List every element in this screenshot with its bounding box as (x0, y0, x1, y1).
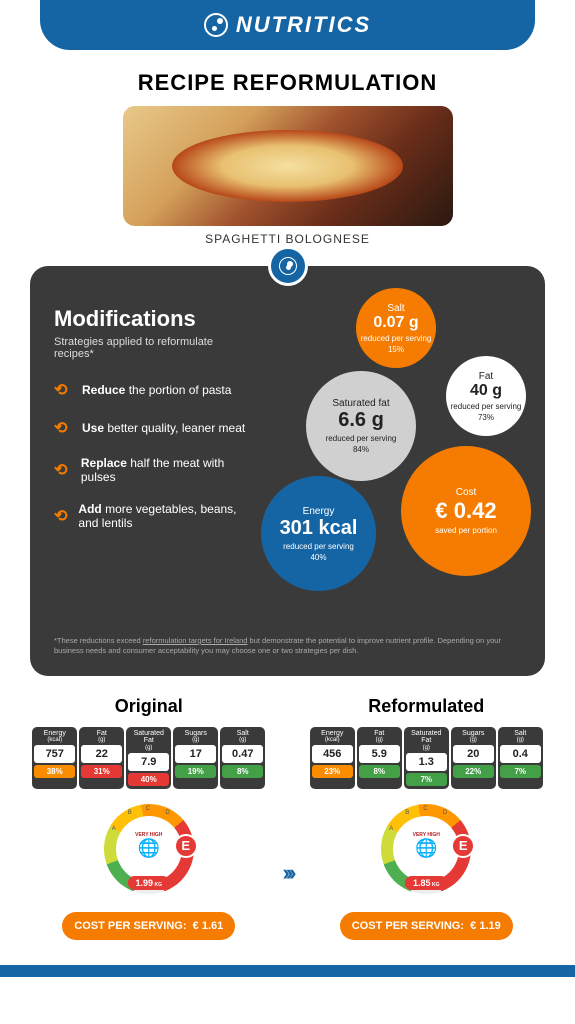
panel-badge (268, 246, 308, 286)
arrows-icon: ››› (283, 860, 293, 886)
original-cost-pill: COST PER SERVING: € 1.61 (62, 912, 235, 940)
original-nutrient-row: Energy(kcal)75738%Fat(g)2231%Saturated F… (25, 727, 273, 789)
comparison-section: Original Energy(kcal)75738%Fat(g)2231%Sa… (25, 696, 550, 940)
original-gauge: ABCD VERY HIGH 🌐 E 1.99 KG (104, 804, 194, 894)
nutrient-card: Salt(g)0.478% (220, 727, 265, 789)
globe-icon: 🌐 (415, 838, 437, 859)
bubble-salt: Salt 0.07 g reduced per serving 15% (356, 288, 436, 368)
nutrient-card: Salt(g)0.47% (498, 727, 543, 789)
nutrient-card: Saturated Fat(g)7.940% (126, 727, 171, 789)
dish-name: SPAGHETTI BOLOGNESE (0, 232, 575, 246)
footnote: *These reductions exceed reformulation t… (54, 636, 521, 656)
modifications-subtitle: Strategies applied to reformulate recipe… (54, 336, 251, 360)
nutrient-card: Energy(kcal)75738% (32, 727, 77, 789)
modification-item: ⟲Reduce the portion of pasta (54, 380, 251, 400)
reformulated-nutrient-row: Energy(kcal)45623%Fat(g)5.98%Saturated F… (303, 727, 551, 789)
bubble-fat: Fat 40 g reduced per serving 73% (446, 356, 526, 436)
bubble-cost: Cost € 0.42 saved per portion (401, 446, 531, 576)
gauge-score: 1.85 KG (405, 876, 447, 890)
reformulated-column: Reformulated Energy(kcal)45623%Fat(g)5.9… (303, 696, 551, 940)
refresh-icon: ⟲ (54, 380, 72, 400)
brand-name: NUTRITICS (236, 12, 371, 38)
original-column: Original Energy(kcal)75738%Fat(g)2231%Sa… (25, 696, 273, 940)
refresh-icon: ⟲ (54, 418, 72, 438)
nutrient-card: Sugars(g)2022% (451, 727, 496, 789)
modification-item: ⟲Add more vegetables, beans, and lentils (54, 502, 251, 530)
gauge-letter: E (451, 834, 475, 858)
dish-image (123, 106, 453, 226)
refresh-icon: ⟲ (54, 460, 71, 480)
nutrient-card: Fat(g)5.98% (357, 727, 402, 789)
modification-item: ⟲Use better quality, leaner meat (54, 418, 251, 438)
nutrient-card: Fat(g)2231% (79, 727, 124, 789)
footer-bar (0, 965, 575, 977)
bubble-energy: Energy 301 kcal reduced per serving 40% (261, 476, 376, 591)
gauge-letter: E (174, 834, 198, 858)
bubbles-cluster: Salt 0.07 g reduced per serving 15% Satu… (261, 306, 521, 606)
brand-logo-icon (204, 13, 228, 37)
refresh-icon: ⟲ (54, 506, 68, 526)
nutrient-card: Saturated Fat(g)1.37% (404, 727, 449, 789)
reformulated-title: Reformulated (303, 696, 551, 717)
globe-icon: 🌐 (138, 838, 160, 859)
nutrient-card: Energy(kcal)45623% (310, 727, 355, 789)
reformulated-cost-pill: COST PER SERVING: € 1.19 (340, 912, 513, 940)
modifications-title: Modifications (54, 306, 251, 332)
reformulated-gauge: ABCD VERY HIGH 🌐 E 1.85 KG (381, 804, 471, 894)
page-title: RECIPE REFORMULATION (0, 70, 575, 96)
original-title: Original (25, 696, 273, 717)
modification-item: ⟲Replace half the meat with pulses (54, 456, 251, 484)
badge-logo-icon (279, 257, 297, 275)
bubble-saturated-fat: Saturated fat 6.6 g reduced per serving … (306, 371, 416, 481)
brand-header: NUTRITICS (40, 0, 535, 50)
nutrient-card: Sugars(g)1719% (173, 727, 218, 789)
gauge-score: 1.99 KG (128, 876, 170, 890)
modifications-panel: Modifications Strategies applied to refo… (30, 266, 545, 676)
